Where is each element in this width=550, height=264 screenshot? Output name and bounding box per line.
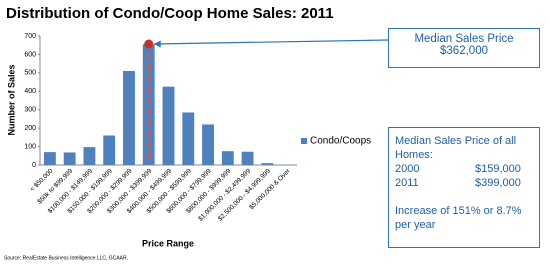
x-tick-label: $50k to $99,999: [36, 167, 74, 205]
summary-title: Median Sales Price of all Homes:: [395, 135, 517, 161]
source: Source: RealEstate Business Intelligence…: [4, 255, 128, 261]
summary-row: 2000 $159,000: [395, 162, 533, 176]
bar: [241, 151, 254, 165]
bar: [162, 86, 175, 165]
legend-label: Condo/Coops: [310, 136, 371, 147]
median-dot: [144, 39, 154, 49]
x-axis-label: Price Range: [142, 238, 194, 248]
bar: [202, 124, 214, 165]
summary-box: Median Sales Price of all Homes: 2000 $15…: [388, 127, 540, 248]
summary-price: $159,000: [475, 163, 521, 175]
summary-note: Increase of 151% or 8.7% per year: [395, 205, 522, 231]
y-tick-label: 0: [32, 162, 36, 169]
median-arrowhead: [153, 40, 161, 48]
legend-swatch: [301, 138, 307, 144]
y-tick-label: 400: [24, 88, 36, 95]
bar: [142, 44, 155, 165]
bar: [103, 135, 116, 165]
y-tick-label: 700: [24, 33, 36, 40]
bar: [63, 152, 76, 165]
bar: [182, 112, 195, 165]
chart-title: Distribution of Condo/Coop Home Sales: 2…: [6, 5, 334, 22]
y-tick-label: 600: [24, 51, 36, 58]
median-value: $362,000: [440, 45, 488, 57]
median-box: Median Sales Price $362,000: [388, 28, 540, 68]
bar: [123, 71, 135, 165]
bar: [83, 147, 96, 165]
median-title: Median Sales Price: [414, 33, 514, 45]
summary-year: 2000: [395, 163, 420, 175]
bar: [261, 163, 274, 165]
y-axis-label: Number of Sales: [6, 64, 16, 135]
median-arrow: [154, 39, 389, 45]
summary-year: 2011: [395, 177, 419, 189]
y-tick-label: 200: [24, 125, 36, 132]
y-tick-label: 300: [24, 107, 36, 114]
y-tick-label: 100: [24, 143, 36, 150]
bar: [43, 152, 56, 165]
y-tick-label: 500: [24, 70, 36, 77]
summary-row: 2011 $399,000: [395, 176, 533, 190]
summary-price: $399,000: [475, 177, 521, 189]
bar: [221, 151, 234, 165]
